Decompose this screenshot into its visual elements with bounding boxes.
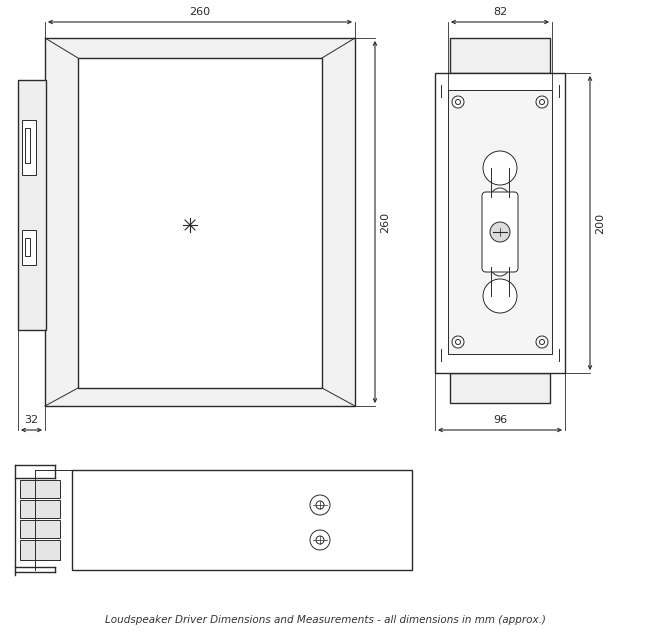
Circle shape [483,279,517,313]
Bar [18,80,46,330]
Circle shape [452,96,464,108]
Bar [78,58,322,388]
Circle shape [452,336,464,348]
Bar [450,38,550,73]
Circle shape [491,258,509,276]
Bar [22,230,36,265]
Circle shape [310,530,330,550]
Bar [20,500,60,518]
Bar [450,373,550,403]
Text: Loudspeaker Driver Dimensions and Measurements - all dimensions in mm (approx.): Loudspeaker Driver Dimensions and Measur… [105,615,545,625]
Bar [20,480,60,498]
Bar [45,38,355,406]
Circle shape [491,188,509,206]
FancyBboxPatch shape [482,192,518,272]
Bar [20,540,60,560]
Bar [448,90,552,354]
Text: 82: 82 [493,7,507,17]
Circle shape [536,96,548,108]
Text: 96: 96 [493,415,507,425]
Text: 260: 260 [189,7,211,17]
Circle shape [310,495,330,515]
Bar [25,128,30,163]
Bar [435,73,565,373]
Bar [22,120,36,175]
Text: 260: 260 [380,211,390,232]
Circle shape [490,222,510,242]
Text: 32: 32 [25,415,38,425]
Bar [72,470,412,570]
Bar [25,238,30,256]
Text: 200: 200 [595,213,605,234]
Circle shape [483,151,517,185]
Circle shape [536,336,548,348]
Bar [20,520,60,538]
